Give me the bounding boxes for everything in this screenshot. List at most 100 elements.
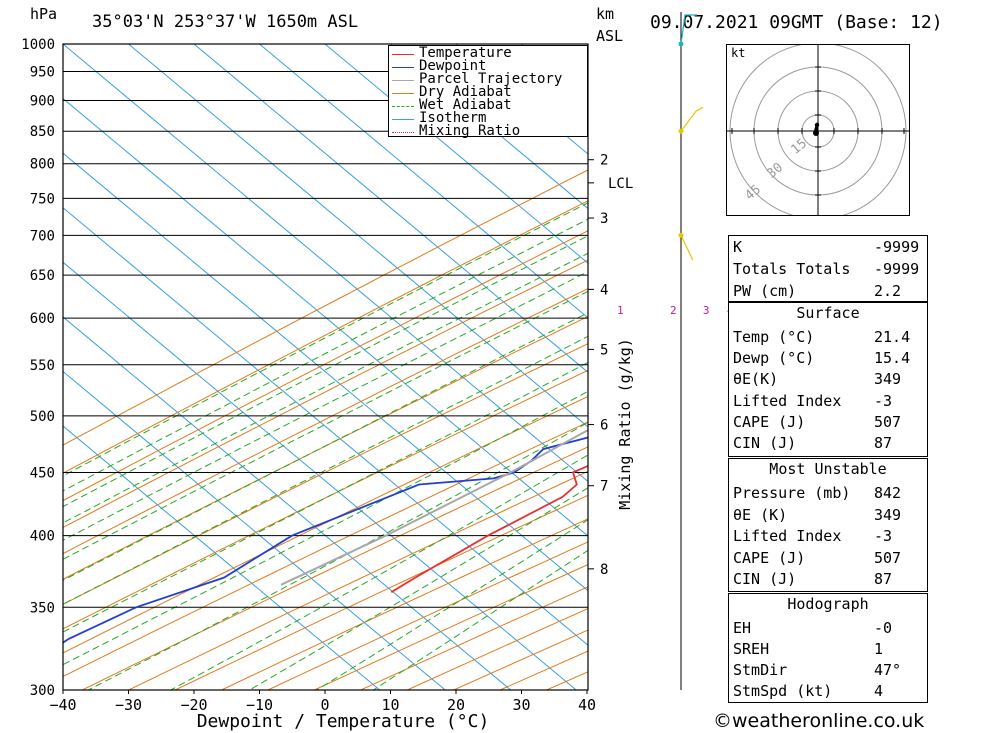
hodograph-ring-30: 30 xyxy=(764,160,786,182)
asl-label: ASL xyxy=(596,27,624,45)
hpa-unit-label: hPa xyxy=(30,5,58,23)
pressure-tick-label: 700 xyxy=(30,228,55,244)
dry-adiabat-line xyxy=(128,470,588,690)
surface-row: Lifted Index -3 xyxy=(733,392,893,410)
legend-swatch xyxy=(392,106,414,107)
altitude-tick-label: 8 xyxy=(600,562,608,578)
altitude-tick-label: 7 xyxy=(600,479,608,495)
pressure-tick-label: 1000 xyxy=(21,37,55,53)
surface-row: CIN (J) 87 xyxy=(733,434,893,452)
surface-row: Dewp (°C) 15.4 xyxy=(733,349,911,367)
pressure-tick-label: 550 xyxy=(30,358,55,374)
surface-row: CAPE (J) 507 xyxy=(733,413,902,431)
legend-item-dry-adiabat: Dry Adiabat xyxy=(389,84,587,100)
pressure-tick-label: 800 xyxy=(30,157,55,173)
surface-row: θE(K) 349 xyxy=(733,370,902,388)
hodograph-row: StmSpd (kt) 4 xyxy=(733,682,884,700)
hodograph-row: SREH 1 xyxy=(733,640,884,658)
pressure-tick-label: 850 xyxy=(30,124,55,140)
wet-adiabat-line xyxy=(63,290,588,560)
most-unstable-row: θE (K) 349 xyxy=(733,506,902,524)
wet-adiabat-line xyxy=(249,487,588,690)
hodograph-ring-15: 15 xyxy=(788,136,810,158)
pressure-tick-label: 950 xyxy=(30,65,55,81)
dry-adiabat-line xyxy=(82,446,588,690)
hodograph-table: Hodograph EH -0 SREH 1 StmDir 47° StmSpd (k… xyxy=(728,593,928,703)
mixing-ratio-axis-label: Mixing Ratio (g/kg) xyxy=(616,338,634,510)
altitude-tick-label: 4 xyxy=(600,282,608,298)
pressure-tick-label: 300 xyxy=(30,683,55,699)
legend-swatch xyxy=(392,54,414,55)
parcel-trajectory-profile xyxy=(280,428,588,586)
km-label: km xyxy=(596,5,615,23)
x-tick-label: −40 xyxy=(49,696,76,714)
legend-item-mixing-ratio: Mixing Ratio xyxy=(389,123,587,139)
surface-row: Temp (°C) 21.4 xyxy=(733,328,911,346)
legend-swatch xyxy=(392,67,414,68)
chart-legend: Temperature Dewpoint Parcel Trajectory D… xyxy=(388,45,588,139)
indices-table: K -9999 Totals Totals -9999 PW (cm) 2.2 xyxy=(728,235,928,302)
legend-item-parcel: Parcel Trajectory xyxy=(389,71,587,87)
pressure-tick-label: 750 xyxy=(30,191,55,207)
dry-adiabat-line xyxy=(63,288,588,555)
wind-barb xyxy=(680,14,697,45)
isotherm-line xyxy=(63,425,381,690)
dry-adiabat-line xyxy=(174,494,588,690)
location-title: 35°03'N 253°37'W 1650m ASL xyxy=(92,12,359,32)
legend-swatch xyxy=(392,132,414,133)
dry-adiabat-line xyxy=(63,369,588,630)
x-tick-label: 40 xyxy=(578,696,596,714)
most-unstable-row: Pressure (mb) 842 xyxy=(733,484,902,502)
hodograph-panel: kt 15 30 45 xyxy=(726,44,910,216)
legend-item-dewpoint: Dewpoint xyxy=(389,58,587,74)
surface-table: Surface Temp (°C) 21.4 Dewp (°C) 15.4 θE(K… xyxy=(728,302,928,457)
hodograph-ring-45: 45 xyxy=(742,182,764,204)
isotherm-line xyxy=(63,44,588,483)
hodograph-trace xyxy=(814,122,819,134)
legend-swatch xyxy=(392,93,414,94)
isotherm-line xyxy=(390,44,588,210)
isotherm-line xyxy=(455,44,588,155)
isotherm-line xyxy=(63,207,588,646)
isotherm-line xyxy=(193,44,588,373)
x-tick-label: 30 xyxy=(512,696,530,714)
hodograph-unit-label: kt xyxy=(731,46,746,60)
temperature-profile xyxy=(390,464,588,593)
most-unstable-row: Lifted Index -3 xyxy=(733,527,893,545)
copyright-text: ©weatheronline.co.uk xyxy=(713,710,925,732)
pressure-tick-label: 350 xyxy=(30,600,55,616)
legend-item-wet-adiabat: Wet Adiabat xyxy=(389,97,587,113)
dry-adiabat-line xyxy=(63,315,588,580)
x-axis-label: Dewpoint / Temperature (°C) xyxy=(197,711,490,732)
x-tick-label: 20 xyxy=(447,696,465,714)
pressure-tick-label: 900 xyxy=(30,94,55,110)
altitude-tick-label: 6 xyxy=(600,418,608,434)
isotherm-line xyxy=(63,316,512,690)
wind-barb xyxy=(680,106,704,132)
pressure-tick-label: 450 xyxy=(30,465,55,481)
x-tick-label: 10 xyxy=(381,696,399,714)
most-unstable-row: CAPE (J) 507 xyxy=(733,549,902,567)
legend-item-isotherm: Isotherm xyxy=(389,110,587,126)
pressure-tick-label: 600 xyxy=(30,311,55,327)
wind-barb xyxy=(680,235,694,261)
x-tick-label: −10 xyxy=(246,696,273,714)
altitude-tick-label: 5 xyxy=(600,342,608,358)
altitude-tick-label: 3 xyxy=(600,211,608,227)
legend-swatch xyxy=(392,119,414,120)
hodograph-row: StmDir 47° xyxy=(733,661,902,679)
legend-item-temperature: Temperature xyxy=(389,45,587,61)
hodograph-storm-point xyxy=(813,130,819,136)
hodograph-table-title: Hodograph xyxy=(787,595,869,613)
surface-title: Surface xyxy=(796,304,860,322)
indices-row: K -9999 xyxy=(733,238,920,256)
dry-adiabat-line xyxy=(63,343,588,605)
isotherm-line xyxy=(128,44,588,428)
indices-row: Totals Totals -9999 xyxy=(733,260,920,278)
isotherm-line xyxy=(63,370,446,690)
indices-row: PW (cm) 2.2 xyxy=(733,282,902,300)
legend-swatch xyxy=(392,80,414,81)
x-tick-label: −30 xyxy=(115,696,142,714)
most-unstable-table: Most Unstable Pressure (mb) 842 θE (K) 349… xyxy=(728,458,928,592)
